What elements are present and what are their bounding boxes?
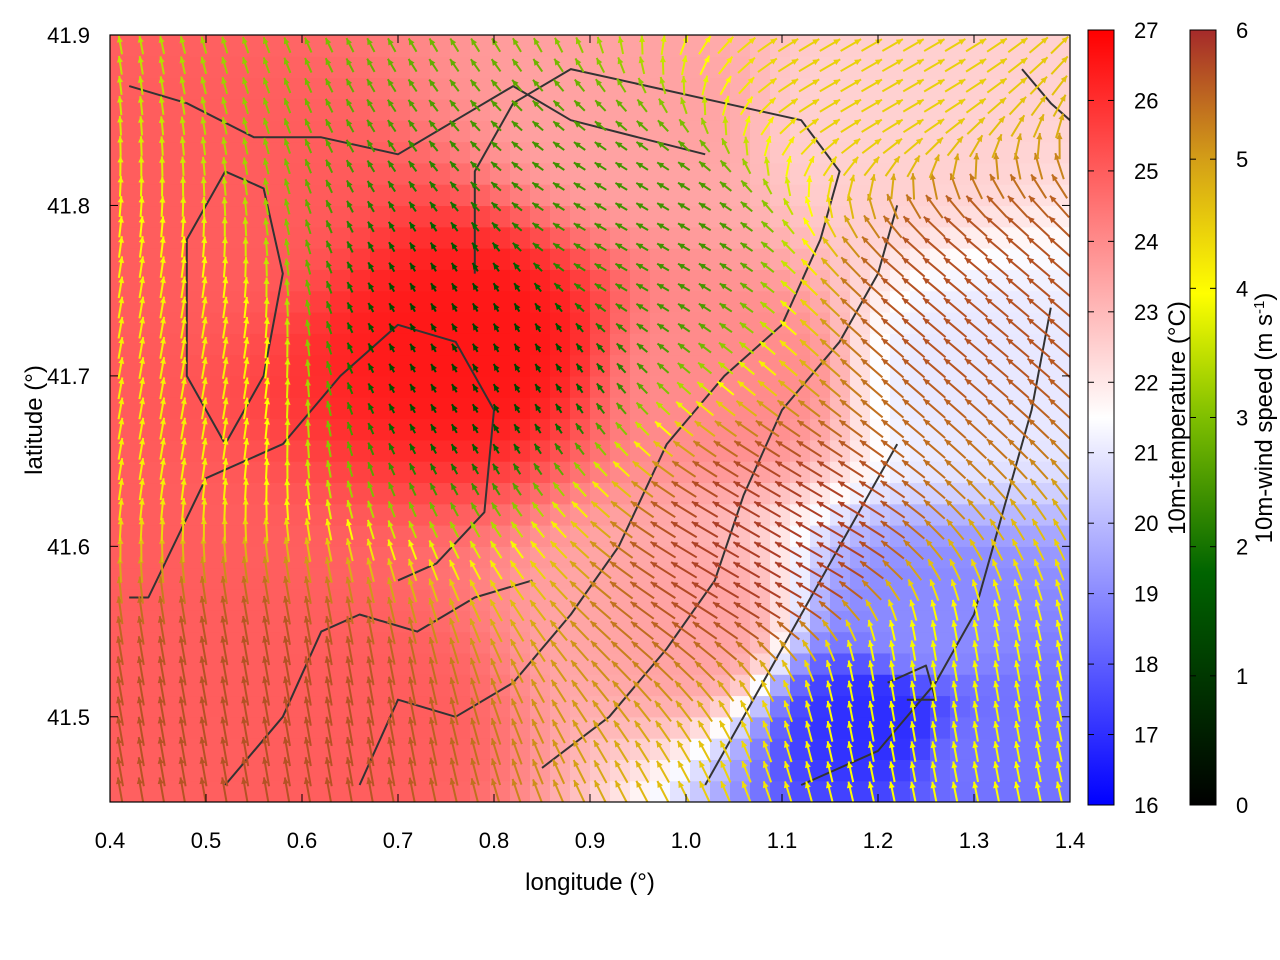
y-tick-label: 41.9 — [47, 23, 90, 48]
colorbar-tick-label: 25 — [1134, 159, 1158, 184]
contour-lines — [128, 68, 1070, 786]
colorbar-tick-label: 16 — [1134, 793, 1158, 818]
temperature-heatmap — [110, 35, 1070, 802]
y-axis: 41.5 41.6 41.7 41.8 41.9 — [47, 23, 1070, 730]
y-tick-label: 41.6 — [47, 534, 90, 559]
colorbar-tick-label: 20 — [1134, 511, 1158, 536]
x-tick-label: 1.1 — [767, 828, 798, 853]
x-tick-label: 0.9 — [575, 828, 606, 853]
x-tick-label: 1.3 — [959, 828, 990, 853]
wind-colorbar: 0 1 2 3 4 5 6 10m-wind speed (m s-1) — [1189, 18, 1279, 818]
colorbar-tick-label: 4 — [1236, 276, 1248, 301]
colorbar-tick-label: 6 — [1236, 18, 1248, 43]
colorbar-tick-label: 23 — [1134, 300, 1158, 325]
x-tick-label: 0.5 — [191, 828, 222, 853]
plot-area — [109, 34, 1071, 803]
y-axis-label: latitude (°) — [21, 365, 48, 475]
x-tick-label: 0.4 — [95, 828, 126, 853]
colorbar-tick-label: 17 — [1134, 723, 1158, 748]
x-axis: 0.4 0.5 0.6 0.7 0.8 0.9 1.0 1.1 1.2 1.3 1.4 — [95, 35, 1086, 853]
colorbar-tick-label: 22 — [1134, 370, 1158, 395]
colorbar-tick-label: 1 — [1236, 664, 1248, 689]
colorbar-tick-label: 21 — [1134, 441, 1158, 466]
wind-arrows — [115, 35, 1070, 802]
colorbar-tick-label: 0 — [1236, 793, 1248, 818]
x-axis-label: longitude (°) — [525, 869, 655, 896]
temperature-colorbar: 16 17 18 19 20 21 22 23 24 25 26 27 10m-temperature… — [1087, 18, 1191, 818]
x-tick-label: 1.4 — [1055, 828, 1086, 853]
wind-colorbar-label: 10m-wind speed (m s-1) — [1251, 293, 1279, 544]
colorbar-tick-label: 24 — [1134, 229, 1158, 254]
x-tick-label: 1.0 — [671, 828, 702, 853]
temperature-colorbar-label: 10m-temperature (°C) — [1164, 301, 1191, 535]
x-tick-label: 0.6 — [287, 828, 318, 853]
y-tick-label: 41.7 — [47, 364, 90, 389]
colorbar-tick-label: 2 — [1236, 535, 1248, 560]
y-tick-label: 41.8 — [47, 193, 90, 218]
temperature-colorbar-ramp — [1087, 29, 1115, 806]
colorbar-tick-label: 3 — [1236, 406, 1248, 431]
x-tick-label: 0.8 — [479, 828, 510, 853]
colorbar-tick-label: 26 — [1134, 88, 1158, 113]
colorbar-tick-label: 27 — [1134, 18, 1158, 43]
colorbar-tick-label: 5 — [1236, 147, 1248, 172]
x-tick-label: 0.7 — [383, 828, 414, 853]
y-tick-label: 41.5 — [47, 705, 90, 730]
x-tick-label: 1.2 — [863, 828, 894, 853]
colorbar-tick-label: 18 — [1134, 652, 1158, 677]
colorbar-tick-label: 19 — [1134, 582, 1158, 607]
